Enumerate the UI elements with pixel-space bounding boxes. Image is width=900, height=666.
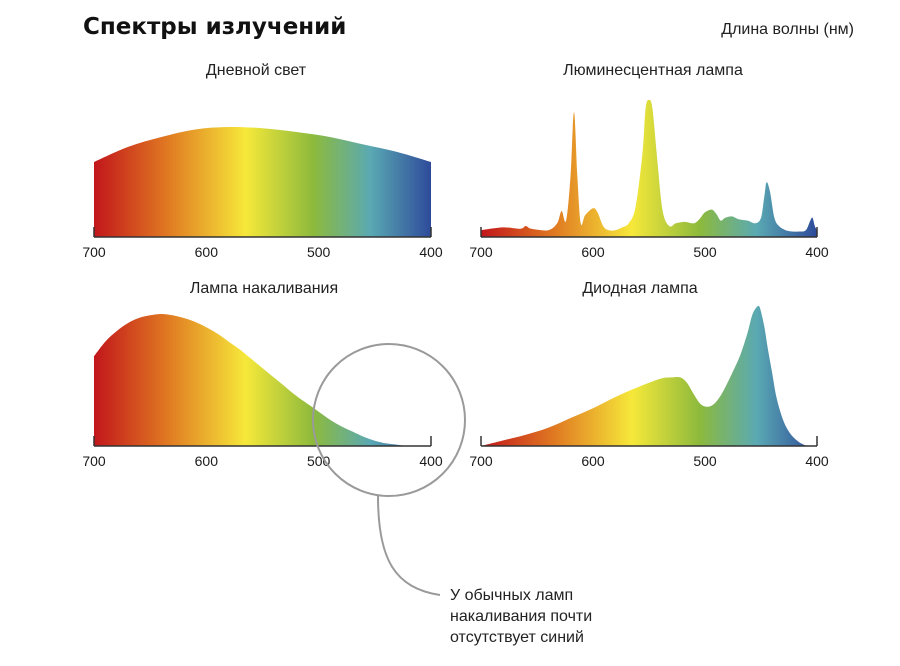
x-tick-label: 700 (469, 453, 493, 469)
x-tick-label: 700 (82, 244, 106, 260)
callout-circle (312, 343, 466, 497)
chart-fluorescent: 700 600 500 400 (469, 99, 829, 260)
callout-leader-line (377, 495, 441, 596)
x-tick-label: 500 (693, 244, 717, 260)
x-tick-label: 600 (581, 453, 605, 469)
x-tick-label: 600 (581, 244, 605, 260)
x-tick-label: 400 (419, 453, 443, 469)
chart-title-daylight: Дневной свет (205, 62, 307, 79)
callout-line: накаливания почти (450, 608, 593, 625)
chart-daylight: 700 600 500 400 (82, 126, 443, 260)
chart-panels: 700 600 500 400 700 600 500 400 700 600 500 400 700 6… (82, 99, 829, 469)
callout-line: отсутствует синий (450, 629, 584, 646)
callout-graphic (312, 343, 466, 596)
x-tick-label: 500 (307, 244, 331, 260)
spectrum-area-daylight (94, 126, 431, 237)
chart-title-incandescent: Лампа накаливания (189, 280, 339, 297)
page-title: Спектры излучений (83, 14, 347, 40)
x-tick-label: 500 (307, 453, 331, 469)
chart-led: 700 600 500 400 (469, 305, 829, 469)
x-tick-label: 400 (805, 244, 829, 260)
spectrum-area-led (481, 305, 817, 447)
chart-incandescent: 700 600 500 400 (82, 314, 443, 469)
chart-title-led: Диодная лампа (582, 280, 698, 297)
spectrum-area-fluorescent (481, 99, 817, 237)
spectrum-area-incandescent (94, 314, 431, 447)
x-tick-label: 600 (195, 244, 219, 260)
x-tick-label: 700 (82, 453, 106, 469)
x-tick-label: 600 (195, 453, 219, 469)
x-tick-label: 400 (419, 244, 443, 260)
chart-title-fluorescent: Люминесцентная лампа (563, 62, 743, 79)
callout-note: У обычных ламп накаливания почти отсутст… (450, 585, 592, 648)
x-tick-label: 700 (469, 244, 493, 260)
x-tick-label: 500 (693, 453, 717, 469)
x-tick-label: 400 (805, 453, 829, 469)
callout-line: У обычных ламп (450, 587, 574, 604)
wavelength-unit-label: Длина волны (нм) (721, 21, 854, 38)
